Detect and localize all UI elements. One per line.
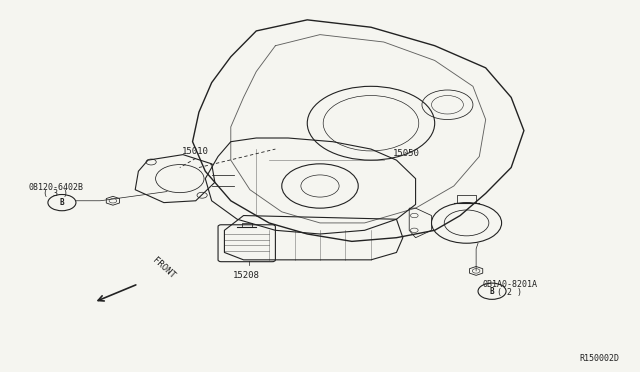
Text: FRONT: FRONT [151, 256, 177, 280]
Text: 15050: 15050 [392, 149, 419, 158]
Text: R150002D: R150002D [579, 354, 620, 363]
Text: ( 3 ): ( 3 ) [43, 189, 68, 198]
Text: 0B1A0-8201A: 0B1A0-8201A [483, 280, 538, 289]
Text: B: B [490, 287, 494, 296]
Text: 15208: 15208 [234, 271, 260, 280]
Text: B: B [60, 198, 64, 207]
Text: 08120-6402B: 08120-6402B [28, 183, 83, 192]
Text: ( 2 ): ( 2 ) [497, 288, 522, 296]
Text: 15010: 15010 [182, 147, 209, 156]
